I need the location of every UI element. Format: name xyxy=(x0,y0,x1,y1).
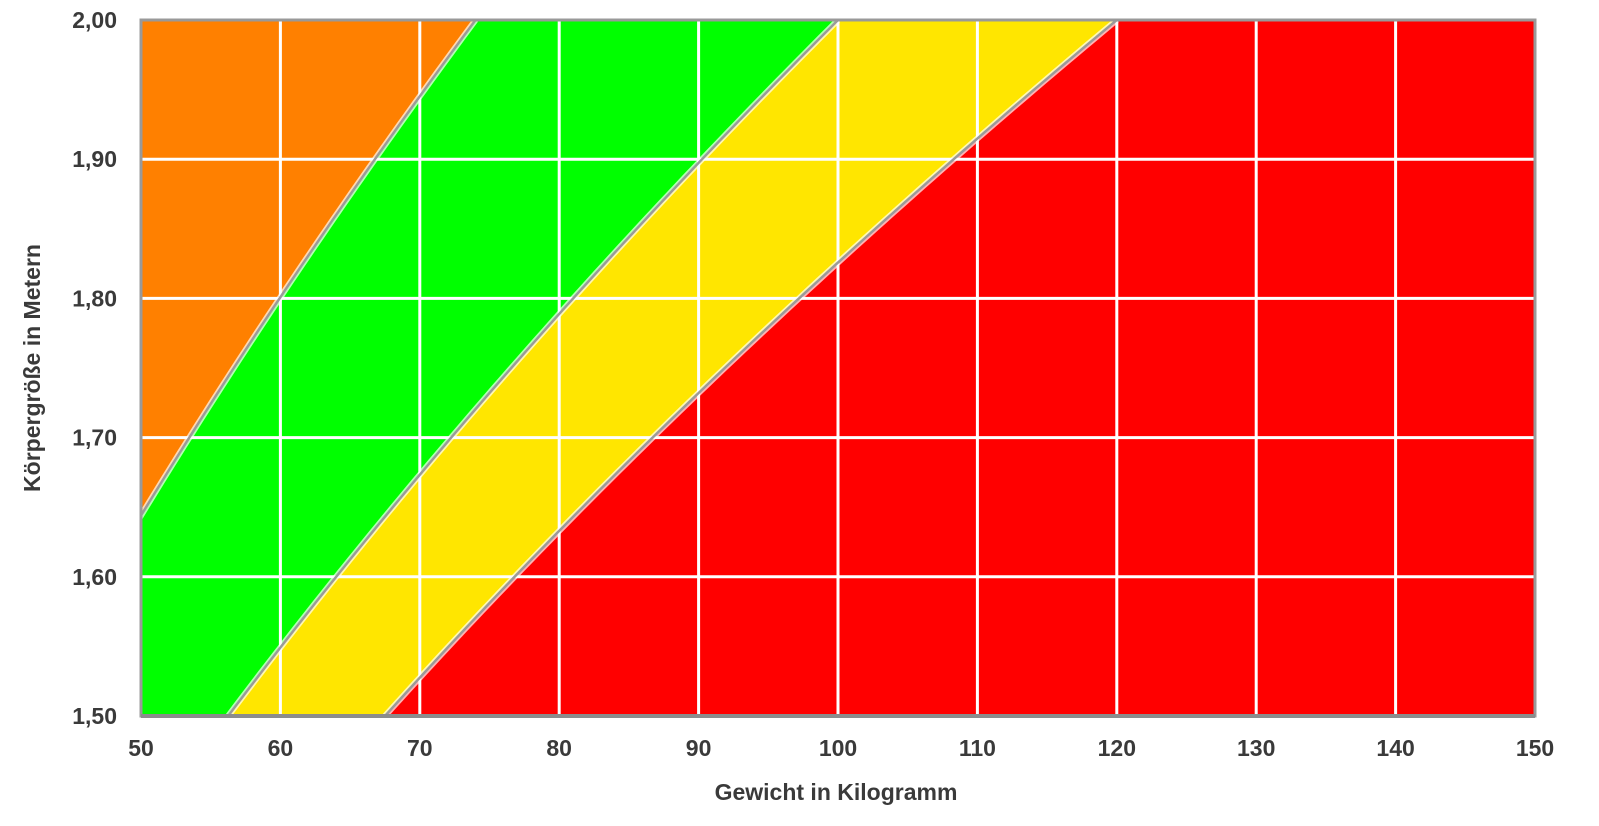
boundary-line-30 xyxy=(384,20,1118,716)
boundary-line-18.5 xyxy=(141,20,477,518)
x-axis-label: Gewicht in Kilogramm xyxy=(715,779,958,805)
y-tick-label-5: 2,00 xyxy=(72,7,117,33)
x-tick-label-130: 130 xyxy=(1237,735,1275,761)
x-tick-label-150: 150 xyxy=(1516,735,1554,761)
x-tick-label-70: 70 xyxy=(407,735,433,761)
x-tick-label-50: 50 xyxy=(128,735,154,761)
x-tick-label-110: 110 xyxy=(959,735,996,761)
ticks-layer: 50 60 70 80 90 100 110 120 130 140 150 1,50 1,60 1,70… xyxy=(72,7,1554,761)
x-tick-label-100: 100 xyxy=(819,735,857,761)
y-axis-label: Körpergröße in Metern xyxy=(19,244,45,492)
boundary-line-25 xyxy=(227,20,839,716)
y-tick-label-2: 1,70 xyxy=(72,425,117,451)
x-tick-label-80: 80 xyxy=(546,735,572,761)
zones-layer xyxy=(141,20,1535,716)
boundary-layer xyxy=(141,20,1119,716)
y-tick-label-0: 1,50 xyxy=(72,703,117,729)
x-tick-label-120: 120 xyxy=(1098,735,1136,761)
y-tick-label-4: 1,90 xyxy=(72,146,117,172)
x-tick-label-140: 140 xyxy=(1376,735,1414,761)
x-tick-label-60: 60 xyxy=(268,735,294,761)
x-tick-label-90: 90 xyxy=(686,735,712,761)
zone-0 xyxy=(141,20,476,516)
y-tick-label-3: 1,80 xyxy=(72,285,117,311)
frame-layer xyxy=(139,18,1537,718)
y-tick-label-1: 1,60 xyxy=(72,564,117,590)
